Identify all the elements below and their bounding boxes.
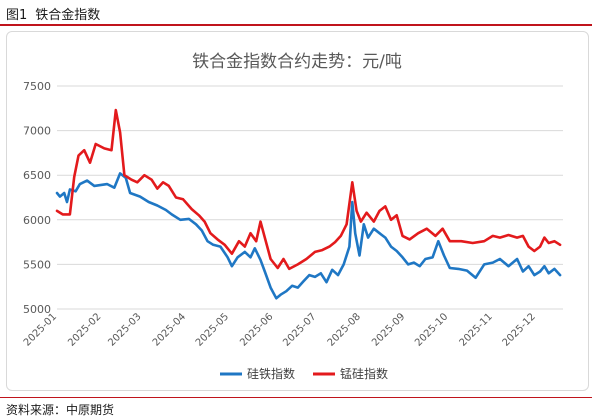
line-chart: 铁合金指数合约走势：元/吨 5000 5500 6000 6500 7000 7500 2…: [22, 52, 563, 381]
legend-label-2: 锰硅指数: [340, 366, 388, 381]
x-tick-label: 2025-12: [501, 311, 538, 348]
figure-caption-text: 铁合金指数: [35, 8, 101, 23]
series-line-1: [55, 172, 562, 300]
x-tick-label: 2025-04: [151, 311, 188, 348]
gridlines: [57, 85, 563, 310]
chart-frame: 铁合金指数合约走势：元/吨 5000 5500 6000 6500 7000 7500 2…: [6, 31, 589, 391]
figure-caption: 图1 铁合金指数: [6, 4, 100, 23]
x-tick-label: 2025-10: [413, 311, 450, 348]
series-line-2: [55, 108, 562, 271]
y-tick-label: 6000: [23, 214, 51, 227]
y-tick-label: 5000: [23, 303, 51, 316]
x-tick-label: 2025-05: [194, 311, 231, 348]
x-tick-label: 2025-11: [458, 311, 495, 348]
source-rule: [0, 397, 592, 398]
x-axis: 2025-01 2025-02 2025-03 2025-04 2025-05 2025-…: [22, 311, 538, 348]
y-axis: 5000 5500 6000 6500 7000 7500: [23, 80, 51, 316]
x-tick-label: 2025-03: [106, 311, 143, 348]
x-tick-label: 2025-01: [22, 311, 59, 348]
source-note: 资料来源：中原期货: [6, 403, 115, 417]
legend: 硅铁指数 锰硅指数: [220, 366, 388, 381]
y-tick-label: 6500: [23, 169, 51, 182]
chart-title: 铁合金指数合约走势：元/吨: [192, 52, 402, 72]
y-tick-label: 5500: [23, 258, 51, 271]
plot-area: [55, 108, 562, 300]
x-tick-label: 2025-06: [238, 311, 275, 348]
legend-label-1: 硅铁指数: [247, 366, 295, 381]
figure-number: 图1: [6, 8, 28, 23]
x-tick-label: 2025-09: [370, 311, 407, 348]
caption-rule: [0, 24, 592, 26]
y-tick-label: 7500: [23, 80, 51, 93]
x-tick-label: 2025-08: [326, 311, 363, 348]
y-tick-label: 7000: [23, 125, 51, 138]
x-tick-label: 2025-07: [281, 311, 318, 348]
x-tick-label: 2025-02: [66, 311, 103, 348]
